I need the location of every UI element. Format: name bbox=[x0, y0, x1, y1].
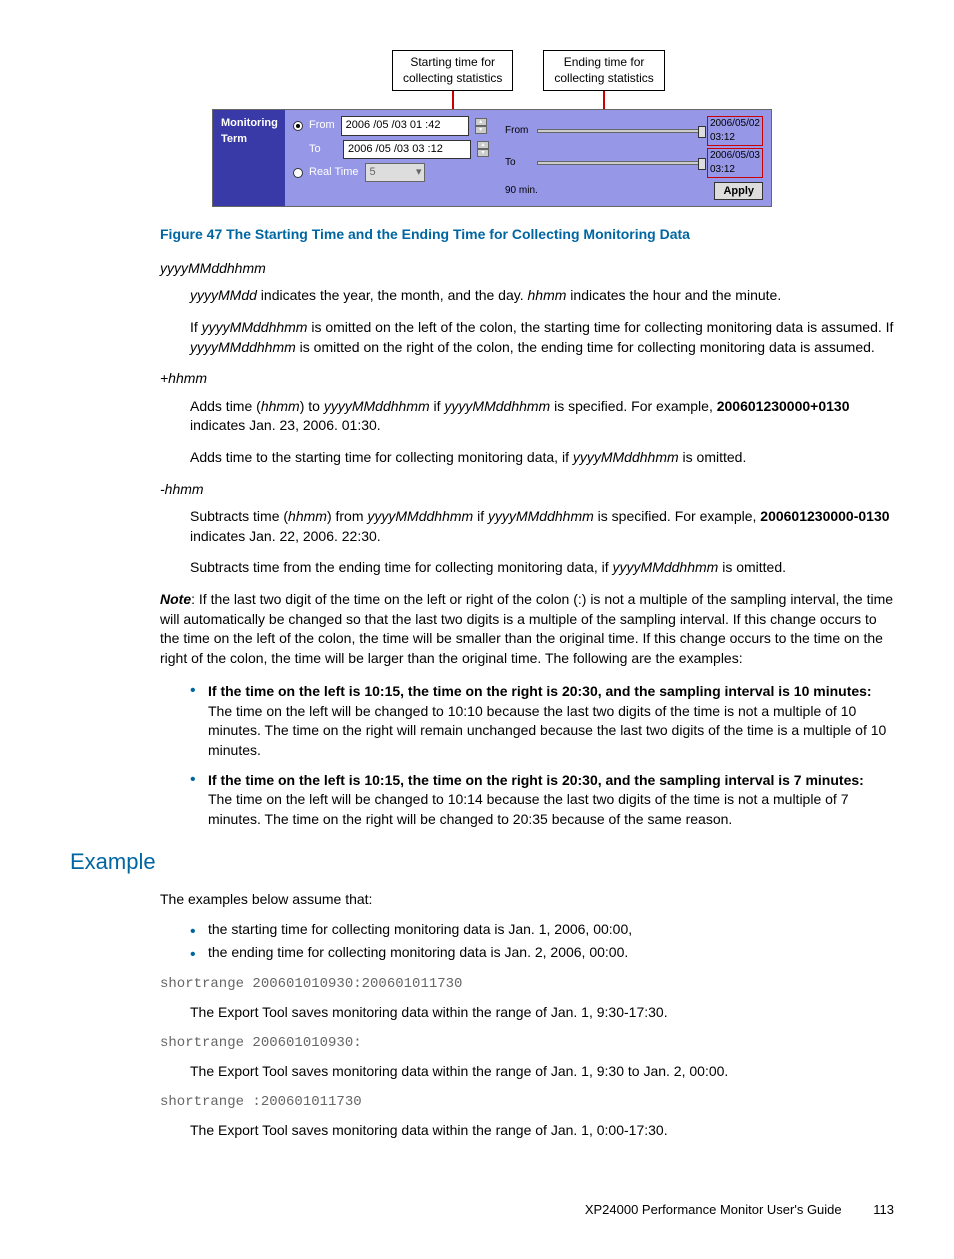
realtime-label: Real Time bbox=[309, 165, 359, 180]
term-yyyymmddhhmm: yyyyMMddhhmm bbox=[160, 259, 894, 279]
list-item: the ending time for collecting monitorin… bbox=[190, 943, 894, 963]
monitoring-term-panel: Monitoring Term From 2006 /05 /03 01 :42… bbox=[212, 109, 772, 207]
page-number: 113 bbox=[873, 1201, 894, 1219]
example-intro: The examples below assume that: bbox=[160, 890, 894, 910]
to-spinner[interactable]: ▴▾ bbox=[477, 141, 489, 157]
term-minus-hhmm: -hhmm bbox=[160, 480, 894, 500]
from-label: From bbox=[309, 118, 335, 133]
code-desc-3: The Export Tool saves monitoring data wi… bbox=[190, 1121, 894, 1141]
code-desc-1: The Export Tool saves monitoring data wi… bbox=[190, 1003, 894, 1023]
realtime-dropdown[interactable]: 5 bbox=[365, 163, 425, 182]
figure-caption: Figure 47 The Starting Time and the Endi… bbox=[160, 225, 894, 245]
note-paragraph: Note: If the last two digit of the time … bbox=[160, 590, 894, 668]
code-example-1: shortrange 200601010930:200601011730 bbox=[160, 975, 894, 995]
from-spinner[interactable]: ▴▾ bbox=[475, 118, 487, 134]
code-example-2: shortrange 200601010930: bbox=[160, 1034, 894, 1054]
code-desc-2: The Export Tool saves monitoring data wi… bbox=[190, 1062, 894, 1082]
term-minus-hhmm-body: Subtracts time (hhmm) from yyyyMMddhhmm … bbox=[190, 507, 894, 578]
to-datefield[interactable]: 2006 /05 /03 03 :12 bbox=[343, 140, 471, 159]
realtime-radio[interactable] bbox=[293, 168, 303, 178]
slider-to-date: 2006/05/0303:12 bbox=[707, 148, 763, 178]
to-label: To bbox=[309, 142, 337, 157]
panel-title-1: Monitoring bbox=[221, 116, 277, 131]
to-slider[interactable] bbox=[537, 161, 703, 165]
page-footer: XP24000 Performance Monitor User's Guide… bbox=[90, 1201, 894, 1219]
term-yyyymmddhhmm-body: yyyyMMdd indicates the year, the month, … bbox=[190, 286, 894, 357]
from-slider[interactable] bbox=[537, 129, 703, 133]
code-example-3: shortrange :200601011730 bbox=[160, 1093, 894, 1113]
assumptions-list: the starting time for collecting monitor… bbox=[190, 920, 894, 963]
list-item: the starting time for collecting monitor… bbox=[190, 920, 894, 940]
apply-button[interactable]: Apply bbox=[714, 182, 763, 200]
footer-title: XP24000 Performance Monitor User's Guide bbox=[585, 1202, 842, 1217]
term-plus-hhmm-body: Adds time (hhmm) to yyyyMMddhhmm if yyyy… bbox=[190, 397, 894, 468]
slider-to-label: To bbox=[505, 156, 533, 170]
duration-label: 90 min. bbox=[505, 184, 538, 198]
callout-start: Starting time for collecting statistics bbox=[392, 50, 513, 91]
figure-47-image: Starting time for collecting statistics … bbox=[212, 50, 772, 207]
from-datefield[interactable]: 2006 /05 /03 01 :42 bbox=[341, 116, 469, 135]
panel-title-2: Term bbox=[221, 132, 277, 147]
term-plus-hhmm: +hhmm bbox=[160, 369, 894, 389]
example-heading: Example bbox=[70, 847, 894, 878]
list-item: If the time on the left is 10:15, the ti… bbox=[190, 682, 894, 760]
callout-end: Ending time for collecting statistics bbox=[543, 50, 664, 91]
slider-from-date: 2006/05/0203:12 bbox=[707, 116, 763, 146]
note-examples-list: If the time on the left is 10:15, the ti… bbox=[190, 682, 894, 829]
list-item: If the time on the left is 10:15, the ti… bbox=[190, 771, 894, 830]
slider-from-label: From bbox=[505, 124, 533, 138]
from-radio[interactable] bbox=[293, 121, 303, 131]
